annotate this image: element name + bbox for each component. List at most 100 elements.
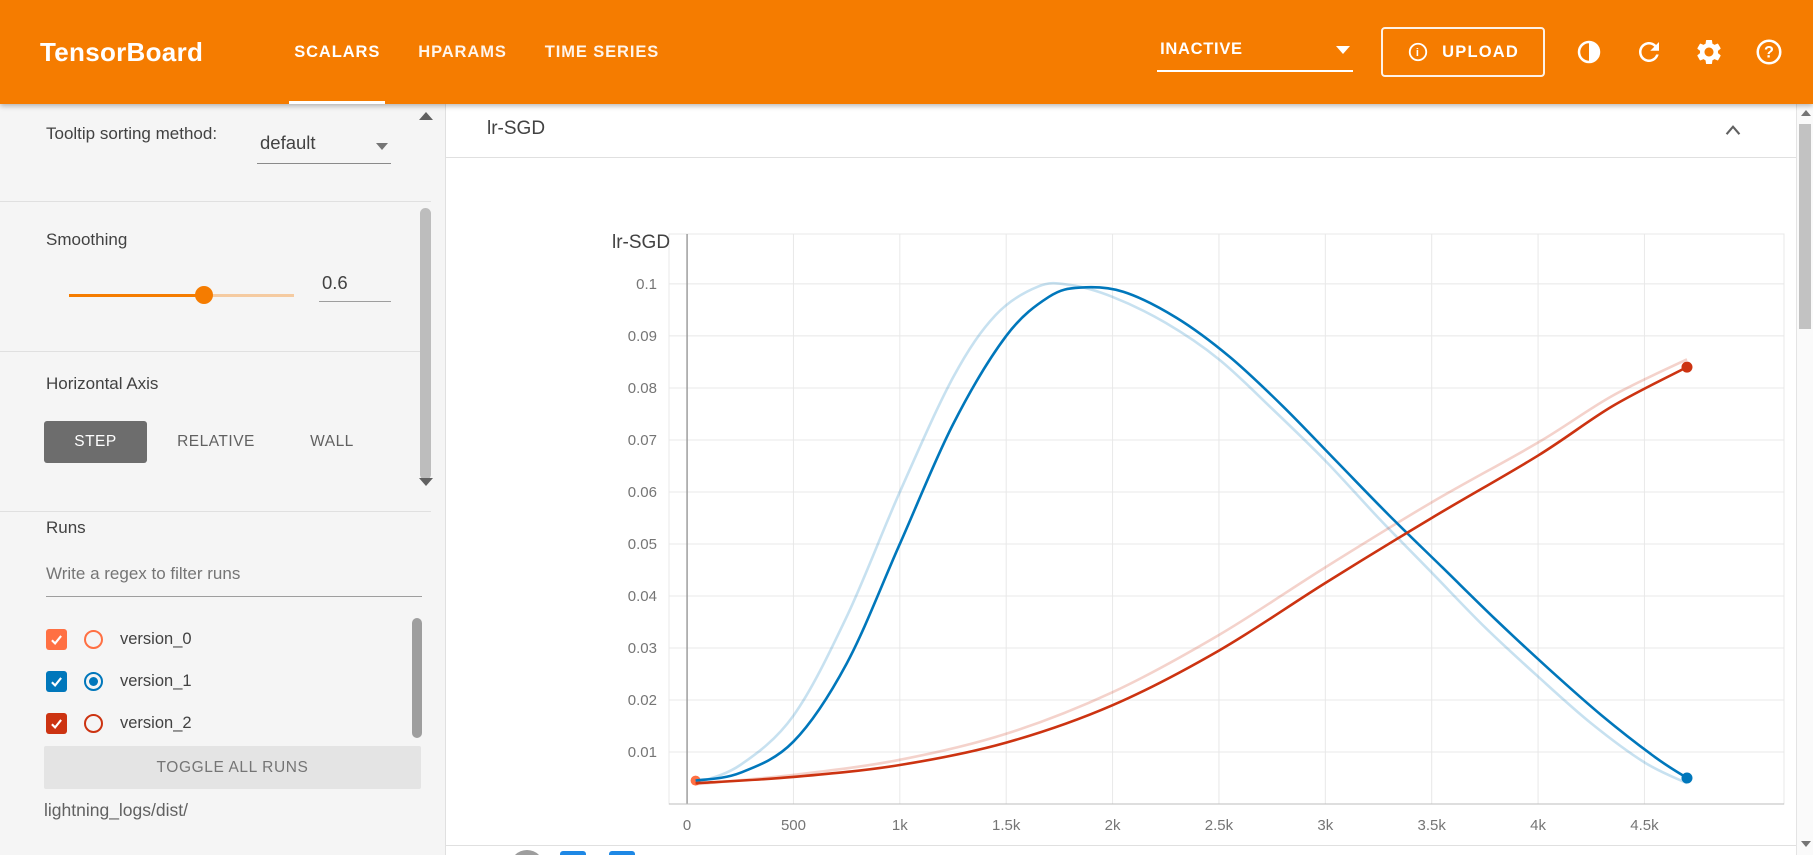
runs-label: Runs	[46, 518, 86, 537]
plot-border	[668, 233, 1785, 805]
x-tick-label: 1.5k	[992, 817, 1021, 834]
run-label: version_2	[120, 713, 192, 732]
upload-label: UPLOAD	[1442, 42, 1519, 61]
chevron-up-icon	[1725, 125, 1741, 135]
series-endpoint-version_2	[1681, 361, 1693, 373]
series-smoothed-version_1	[695, 285, 1688, 782]
chart-action-button[interactable]	[609, 851, 635, 855]
header-actions: INACTIVE i UPLOAD	[1157, 27, 1785, 77]
x-tick-label: 4k	[1530, 817, 1546, 834]
series-smoothed-version_2	[695, 365, 1688, 785]
run-label: version_1	[120, 671, 192, 690]
smoothing-slider[interactable]	[69, 286, 294, 304]
settings-sidebar: Tooltip sorting method: default Smoothin…	[0, 104, 446, 855]
run-row[interactable]: version_2	[46, 702, 406, 744]
series-original-version_2	[695, 358, 1688, 786]
scroll-up-arrow[interactable]	[419, 112, 433, 120]
run-row[interactable]: version_0	[46, 618, 406, 660]
run-checkbox[interactable]	[46, 670, 67, 692]
run-list-scrollbar-thumb[interactable]	[412, 618, 422, 738]
tab-time-series[interactable]: TIME SERIES	[544, 42, 660, 61]
y-tick-label: 0.1	[636, 276, 657, 293]
x-tick-label: 1k	[892, 817, 908, 834]
run-checkbox[interactable]	[46, 712, 67, 734]
scrollbar-up-arrow[interactable]	[1801, 110, 1811, 116]
refresh-icon	[1639, 42, 1659, 62]
settings-button[interactable]	[1693, 36, 1725, 68]
help-icon: ?	[1756, 39, 1782, 65]
y-tick-label: 0.05	[628, 536, 657, 553]
run-list: version_0 version_1 version_2	[46, 618, 406, 744]
scrollbar-down-arrow[interactable]	[1801, 841, 1811, 847]
app-header: TensorBoard SCALARS HPARAMS TIME SERIES IN…	[0, 0, 1813, 104]
contrast-icon	[1577, 40, 1601, 64]
scalar-section-header: lr-SGD	[446, 104, 1796, 158]
y-tick-label: 0.08	[628, 380, 657, 397]
tab-bar: SCALARS HPARAMS TIME SERIES	[275, 0, 678, 104]
axis-button-wall[interactable]: WALL	[310, 433, 354, 450]
scroll-down-arrow[interactable]	[419, 478, 433, 486]
y-tick-label: 0.03	[628, 640, 657, 657]
x-tick-label: 4.5k	[1630, 817, 1659, 834]
divider	[0, 201, 431, 202]
info-icon: i	[1408, 42, 1428, 62]
smoothing-slider-fill	[69, 294, 204, 297]
x-tick-label: 2k	[1105, 817, 1121, 834]
gear-icon	[1697, 40, 1721, 64]
axis-button-relative[interactable]: RELATIVE	[177, 433, 255, 450]
run-radio[interactable]	[84, 671, 103, 691]
theme-toggle-button[interactable]	[1573, 36, 1605, 68]
divider	[0, 511, 431, 512]
collapse-section-button[interactable]	[1718, 116, 1748, 146]
tab-hparams[interactable]: HPARAMS	[418, 42, 507, 61]
upload-button[interactable]: i UPLOAD	[1381, 27, 1545, 77]
y-tick-label: 0.02	[628, 692, 657, 709]
axis-button-step[interactable]: STEP	[44, 421, 147, 463]
chevron-down-icon	[376, 143, 388, 150]
smoothing-slider-thumb[interactable]	[195, 286, 213, 304]
divider	[0, 351, 431, 352]
help-button[interactable]: ?	[1753, 36, 1785, 68]
page-scrollbar-thumb[interactable]	[1799, 124, 1811, 329]
svg-text:?: ?	[1764, 44, 1774, 62]
y-tick-label: 0.09	[628, 328, 657, 345]
refresh-button[interactable]	[1633, 36, 1665, 68]
environment-dropdown[interactable]: INACTIVE	[1157, 32, 1354, 72]
smoothing-label: Smoothing	[46, 230, 128, 249]
x-tick-label: 3k	[1317, 817, 1333, 834]
y-tick-label: 0.07	[628, 432, 657, 449]
app-title: TensorBoard	[40, 36, 204, 67]
smoothing-value-input[interactable]	[319, 268, 391, 302]
scalar-chart-svg[interactable]: 0.01 0.02 0.03 0.04 0.05 0.06 0.07 0.08 0.09 0.1 0…	[446, 158, 1791, 848]
page-scrollbar[interactable]	[1796, 104, 1813, 855]
run-filter-input[interactable]	[46, 556, 422, 597]
chart-title: lr-SGD	[612, 232, 670, 253]
run-checkbox[interactable]	[46, 628, 67, 650]
x-tick-label: 0	[683, 817, 691, 834]
x-tick-label: 3.5k	[1418, 817, 1447, 834]
run-radio[interactable]	[84, 629, 103, 649]
tab-scalars[interactable]: SCALARS	[275, 0, 399, 104]
run-label: version_0	[120, 629, 192, 648]
chart-action-button[interactable]	[560, 851, 586, 855]
environment-label: INACTIVE	[1160, 40, 1243, 58]
tooltip-sorting-value: default	[260, 132, 316, 153]
tooltip-sorting-select[interactable]: default	[257, 128, 391, 164]
x-tick-label: 2.5k	[1205, 817, 1234, 834]
toggle-all-runs-button[interactable]: TOGGLE ALL RUNS	[44, 746, 421, 789]
series-original-version_1	[695, 281, 1688, 785]
card-bottom-border	[446, 845, 1796, 846]
scalar-chart-card: 0.01 0.02 0.03 0.04 0.05 0.06 0.07 0.08 0.09 0.1 0…	[446, 158, 1791, 848]
series-endpoint-version_1	[1681, 772, 1693, 784]
chart-action-button[interactable]	[510, 850, 544, 855]
sidebar-scrollbar-thumb[interactable]	[420, 208, 431, 480]
run-row[interactable]: version_1	[46, 660, 406, 702]
main-content: lr-SGD 0.01 0.02 0.03 0.04 0.05 0.06 0.07 0.08 0…	[446, 104, 1796, 855]
section-title: lr-SGD	[487, 118, 546, 139]
y-tick-label: 0.01	[628, 744, 657, 761]
tooltip-sorting-label: Tooltip sorting method:	[46, 124, 218, 143]
svg-text:i: i	[1416, 47, 1420, 59]
y-tick-label: 0.04	[628, 588, 657, 605]
run-radio[interactable]	[84, 713, 103, 733]
